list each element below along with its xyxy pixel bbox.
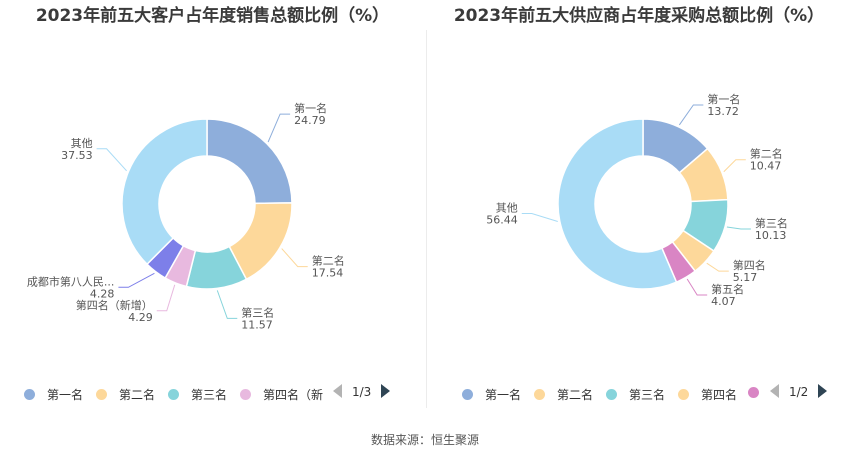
- legend-item[interactable]: 第二名: [534, 386, 593, 404]
- legend-dot-icon: [168, 389, 179, 400]
- next-page-arrow-icon[interactable]: [818, 384, 828, 398]
- legend-item[interactable]: 第三名: [606, 386, 665, 404]
- legend-item[interactable]: 第二名: [96, 386, 155, 404]
- legend-dot-icon: [534, 389, 545, 400]
- supplier-chart-title: 2023年前五大供应商占年度采购总额比例（%）: [453, 6, 825, 26]
- legend-item[interactable]: 第四名: [678, 386, 737, 404]
- leader-line: [156, 284, 176, 312]
- legend-label: 第二名: [557, 388, 594, 402]
- slice-value-label: 37.53: [61, 149, 93, 162]
- prev-page-arrow-icon[interactable]: [333, 384, 342, 398]
- donut-slice[interactable]: [557, 118, 678, 290]
- legend-item[interactable]: 第一名: [24, 386, 83, 404]
- panel-divider: [426, 30, 427, 408]
- slice-category-label: 第三名: [755, 216, 788, 230]
- leader-line: [216, 290, 238, 319]
- leader-line: [281, 248, 308, 268]
- leader-line: [686, 278, 708, 296]
- supplier-chart-panel: 2023年前五大供应商占年度采购总额比例（%） 第一名 13.72 第二名 10.47…: [428, 0, 850, 410]
- leader-line: [723, 159, 746, 173]
- leader-line: [96, 148, 127, 172]
- leader-line: [678, 104, 704, 126]
- legend-label: 第一名: [485, 388, 522, 402]
- slice-category-label: 第五名: [711, 282, 744, 296]
- legend-item[interactable]: 第三名: [168, 386, 227, 404]
- legend-page-indicator: 1/3: [352, 385, 372, 399]
- leader-line: [706, 262, 729, 272]
- legend-dot-icon: [748, 387, 759, 398]
- supplier-chart-legend: 第一名 第二名 第三名 第四名 1/2: [428, 384, 850, 404]
- legend-dot-icon: [606, 389, 617, 400]
- slice-value-label: 4.07: [711, 295, 736, 308]
- customer-chart-title: 2023年前五大客户占年度销售总额比例（%）: [35, 6, 390, 26]
- slice-value-label: 17.54: [312, 267, 344, 280]
- slice-value-label: 11.57: [241, 318, 273, 331]
- legend-item[interactable]: 第四名（新: [240, 386, 324, 404]
- legend-item[interactable]: [748, 386, 764, 404]
- legend-label: 第二名: [119, 388, 156, 402]
- slice-value-label: 56.44: [486, 213, 518, 226]
- slice-category-label: 第二名: [750, 147, 783, 161]
- slice-category-label: 第四名: [733, 258, 766, 272]
- legend-pager: 1/2: [770, 384, 828, 399]
- legend-dot-icon: [96, 389, 107, 400]
- slice-category-label: 其他: [496, 201, 518, 214]
- leader-line: [267, 113, 291, 143]
- customer-chart-panel: 2023年前五大客户占年度销售总额比例（%） 第一名 24.79 第二名 17.54 第…: [0, 0, 425, 410]
- leader-line: [521, 212, 558, 222]
- legend-label: 第三名: [629, 388, 666, 402]
- legend-label: 第四名: [701, 388, 738, 402]
- legend-pager: 1/3: [333, 384, 391, 399]
- slice-value-label: 10.13: [755, 229, 787, 242]
- legend-dot-icon: [240, 389, 251, 400]
- next-page-arrow-icon[interactable]: [381, 384, 391, 398]
- legend-dot-icon: [678, 389, 689, 400]
- slice-category-label: 第三名: [241, 305, 274, 319]
- legend-label: 第四名（新: [263, 388, 324, 402]
- legend-label: 第一名: [47, 388, 84, 402]
- slice-category-label: 第一名: [707, 92, 740, 106]
- slice-category-label: 其他: [71, 137, 93, 150]
- slice-value-label: 10.47: [750, 160, 782, 173]
- donut-slice[interactable]: [121, 118, 208, 266]
- slice-category-label: 第四名（新增）: [76, 298, 153, 312]
- slice-category-label: 第二名: [312, 254, 345, 268]
- slice-category-label: 成都市第八人民...: [27, 274, 115, 288]
- slice-value-label: 24.79: [294, 114, 326, 127]
- legend-page-indicator: 1/2: [789, 385, 809, 399]
- legend-item[interactable]: 第一名: [462, 386, 521, 404]
- customer-chart-legend: 第一名 第二名 第三名 第四名（新 1/3: [0, 384, 425, 404]
- slice-value-label: 4.28: [90, 287, 115, 300]
- legend-label: 第三名: [191, 388, 228, 402]
- leader-line: [118, 272, 155, 288]
- data-source-note: 数据来源：恒生聚源: [370, 433, 479, 447]
- legend-dot-icon: [24, 389, 35, 400]
- slice-value-label: 4.29: [128, 311, 153, 324]
- prev-page-arrow-icon[interactable]: [770, 384, 779, 398]
- leader-line: [726, 226, 751, 230]
- slice-value-label: 13.72: [707, 105, 739, 118]
- donut-slice[interactable]: [206, 118, 293, 205]
- slice-value-label: 5.17: [733, 271, 758, 284]
- legend-dot-icon: [462, 389, 473, 400]
- slice-category-label: 第一名: [294, 101, 327, 115]
